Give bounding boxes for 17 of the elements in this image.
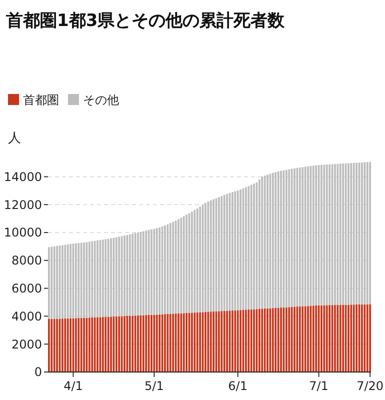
x-tick-label: 7/20 [356, 379, 384, 393]
y-axis-title: 人 [8, 131, 21, 146]
x-tick-label: 7/1 [309, 379, 328, 393]
x-tick-label: 4/1 [64, 379, 83, 393]
y-tick-label: 0 [34, 365, 42, 380]
legend-label: その他 [83, 93, 119, 107]
x-tick-label: 6/1 [228, 379, 248, 393]
y-tick-label: 12000 [4, 198, 42, 212]
y-tick-label: 10000 [4, 226, 42, 240]
chart-title: 首都圏1都3県とその他の累計死者数 [5, 11, 286, 31]
y-tick-label: 14000 [4, 170, 42, 184]
legend-label: 首都圏 [23, 93, 59, 107]
y-tick-label: 8000 [11, 254, 42, 268]
y-tick-label: 6000 [11, 282, 42, 296]
x-tick-label: 5/1 [144, 379, 164, 393]
y-tick-label: 4000 [11, 309, 42, 324]
y-tick-label: 2000 [11, 337, 42, 352]
